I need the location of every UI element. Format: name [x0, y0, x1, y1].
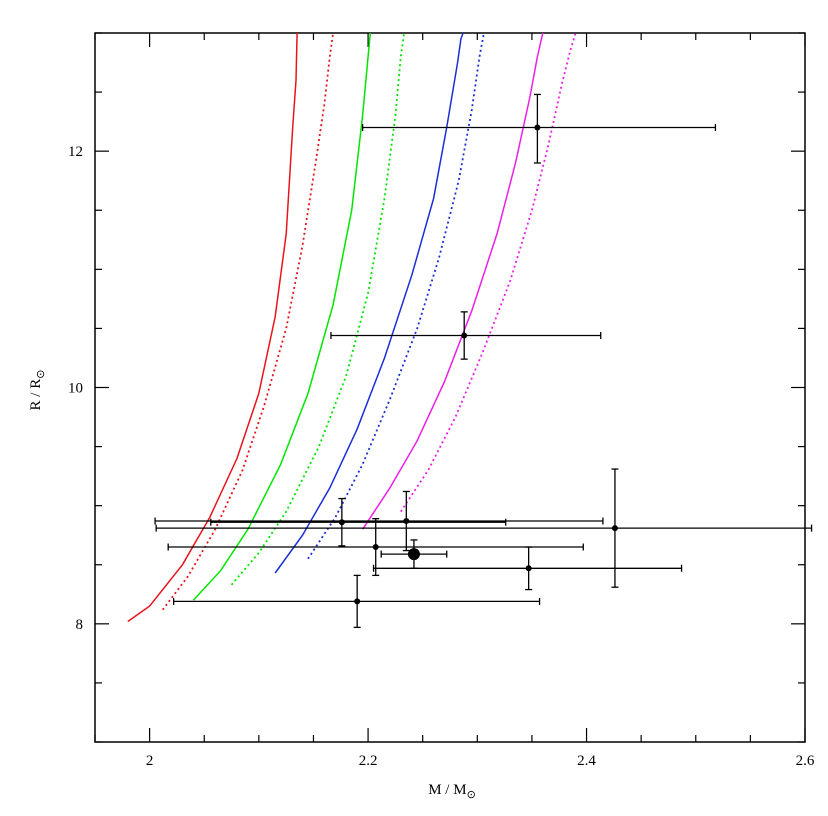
point-marker	[407, 548, 420, 561]
point-marker	[372, 544, 379, 551]
x-tick-label: 2	[146, 753, 154, 769]
data-point	[210, 497, 507, 547]
point-marker	[403, 518, 410, 525]
x-tick-label: 2.2	[359, 753, 378, 769]
plot-frame	[94, 32, 806, 743]
x-axis-label-subscript: ⊙	[467, 789, 476, 801]
y-tick-label: 10	[68, 381, 83, 397]
x-axis-label-text: M / M	[428, 782, 466, 798]
data-point	[330, 311, 602, 360]
data-point	[154, 490, 604, 552]
axis-ticks	[94, 32, 806, 743]
data-point	[361, 93, 717, 164]
curve-green-solid	[192, 32, 372, 601]
data-point	[167, 518, 584, 577]
y-axis-label: R / R⊙	[28, 370, 47, 411]
y-axis-label-subscript: ⊙	[35, 370, 47, 379]
y-axis-label-text: R / R	[28, 379, 44, 411]
y-tick-label: 8	[76, 617, 84, 633]
curve-magenta-solid	[361, 32, 544, 530]
y-tick-label: 12	[68, 144, 83, 160]
tick-labels: 2 2.2 2.4 2.6 8 10 12	[68, 144, 815, 769]
x-tick-label: 2.4	[577, 753, 596, 769]
point-marker	[534, 124, 541, 131]
data-point	[172, 574, 541, 629]
curve-magenta-dotted	[400, 32, 577, 513]
point-marker	[525, 565, 532, 572]
data-point	[155, 468, 813, 588]
point-marker	[354, 598, 361, 605]
point-marker	[338, 519, 345, 526]
x-axis-label: M / M⊙	[428, 782, 476, 801]
curve-green-dotted	[230, 32, 405, 586]
data-points	[154, 93, 813, 629]
model-curves	[127, 32, 577, 623]
point-marker	[461, 332, 468, 339]
point-marker	[611, 525, 618, 532]
curve-blue-solid	[274, 32, 464, 574]
data-point	[380, 539, 448, 569]
data-point	[372, 546, 683, 591]
x-tick-label: 2.6	[796, 753, 815, 769]
curve-red-solid	[127, 32, 298, 623]
curve-red-dotted	[161, 32, 334, 611]
